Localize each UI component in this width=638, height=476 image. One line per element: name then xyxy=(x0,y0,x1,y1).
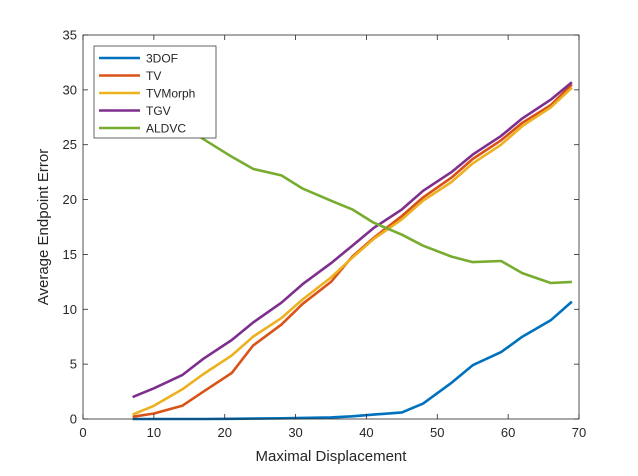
legend-entries: 3DOF TV TVMorph TGV ALDVC xyxy=(99,52,195,136)
series-line-tgv xyxy=(132,81,573,399)
y-tick-label: 35 xyxy=(63,28,77,43)
legend-label-tvmorph: TVMorph xyxy=(146,87,195,101)
y-tick-label: 10 xyxy=(63,302,77,317)
series-line-aldvc xyxy=(131,86,572,285)
y-tick-label: 25 xyxy=(63,137,77,152)
legend-label-3dof: 3DOF xyxy=(146,52,178,66)
y-tick-label: 20 xyxy=(63,192,77,207)
x-tick-label: 10 xyxy=(147,425,161,440)
x-axis-ticks: 0 10 20 30 40 50 60 70 xyxy=(79,35,586,440)
x-tick-label: 70 xyxy=(572,425,586,440)
legend: 3DOF TV TVMorph TGV ALDVC xyxy=(93,45,217,139)
legend-label-aldvc: ALDVC xyxy=(146,122,186,136)
x-tick-label: 50 xyxy=(430,425,444,440)
x-tick-label: 0 xyxy=(79,425,86,440)
y-tick-label: 0 xyxy=(70,412,77,427)
y-axis-label: Average Endpoint Error xyxy=(35,149,52,305)
series-line-tvmorph xyxy=(132,86,573,416)
legend-label-tgv: TGV xyxy=(146,104,171,118)
y-axis-ticks: 0 5 10 15 20 25 30 35 xyxy=(63,28,579,427)
x-tick-label: 20 xyxy=(217,425,231,440)
x-tick-label: 30 xyxy=(288,425,302,440)
x-axis-label: Maximal Displacement xyxy=(256,448,408,465)
axes-box xyxy=(82,34,580,420)
legend-label-tv: TV xyxy=(146,69,161,83)
x-tick-label: 40 xyxy=(359,425,373,440)
x-tick-label: 60 xyxy=(501,425,515,440)
y-tick-label: 15 xyxy=(63,247,77,262)
y-tick-label: 5 xyxy=(70,357,77,372)
y-tick-label: 30 xyxy=(63,82,77,97)
